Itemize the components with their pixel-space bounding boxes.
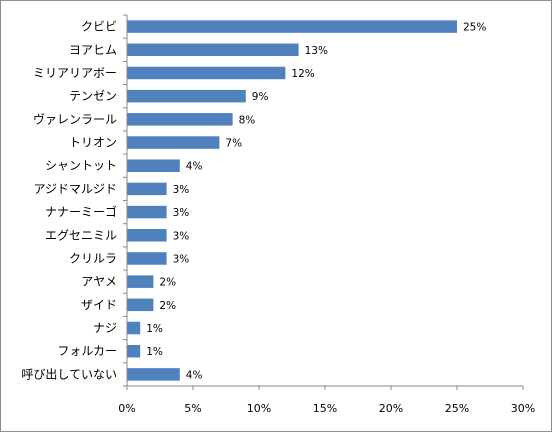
bar-1 xyxy=(127,43,299,57)
data-label-6: 4% xyxy=(186,161,203,173)
x-tick-label-6: 30% xyxy=(511,402,535,415)
x-tick-label-2: 10% xyxy=(247,402,271,415)
data-label-10: 3% xyxy=(173,253,190,265)
bar-0 xyxy=(127,20,457,33)
category-label-0: クビビ xyxy=(81,20,117,34)
bar-10 xyxy=(127,252,167,265)
category-label-7: アジドマルジド xyxy=(33,182,117,196)
bar-8 xyxy=(127,205,167,219)
bar-9 xyxy=(127,229,167,242)
bar-2 xyxy=(127,66,286,80)
bar-12 xyxy=(127,298,154,312)
category-label-2: ミリアリアボー xyxy=(33,66,117,80)
category-label-14: フォルカー xyxy=(57,344,117,358)
category-label-1: ヨアヒム xyxy=(69,43,117,57)
data-label-3: 9% xyxy=(252,91,269,103)
category-label-8: ナナーミーゴ xyxy=(45,204,117,219)
x-tick-label-4: 20% xyxy=(379,402,403,415)
category-label-10: クリルラ xyxy=(69,251,117,265)
data-label-7: 3% xyxy=(173,184,190,196)
bar-11 xyxy=(127,275,154,288)
bars-group xyxy=(127,20,457,381)
data-label-15: 4% xyxy=(186,369,203,381)
category-label-4: ヴァレンラール xyxy=(33,111,117,126)
axes xyxy=(123,14,524,390)
bar-7 xyxy=(127,182,167,196)
category-label-9: エグセニミル xyxy=(45,228,117,242)
bar-6 xyxy=(127,159,180,172)
category-label-5: トリオン xyxy=(69,136,117,150)
data-labels: 25% 13% 12% 9% 8% 7% 4% 3% 3% 3% 3% 2% 2% 1% 1% 4% xyxy=(146,22,486,382)
data-label-14: 1% xyxy=(146,346,163,358)
category-label-3: テンゼン xyxy=(69,89,117,103)
data-label-2: 12% xyxy=(291,68,314,80)
category-labels: クビビヨアヒムミリアリアボーテンゼンヴァレンラールトリオンシャントットアジドマル… xyxy=(21,20,117,382)
data-label-9: 3% xyxy=(173,230,190,242)
data-label-1: 13% xyxy=(305,45,328,57)
x-tick-label-1: 5% xyxy=(184,402,201,415)
data-label-5: 7% xyxy=(225,138,242,150)
bar-13 xyxy=(127,321,141,335)
bar-5 xyxy=(127,136,220,149)
data-label-11: 2% xyxy=(159,277,176,289)
category-label-13: ナジ xyxy=(93,321,117,335)
x-tick-label-0: 0% xyxy=(118,402,135,415)
data-label-0: 25% xyxy=(463,22,486,34)
bar-3 xyxy=(127,89,246,103)
data-label-12: 2% xyxy=(159,300,176,312)
bar-15 xyxy=(127,368,180,381)
x-tick-label-3: 15% xyxy=(313,402,337,415)
category-label-12: ザイド xyxy=(81,298,117,312)
category-label-6: シャントット xyxy=(45,159,117,173)
x-tick-labels: 0% 5% 10% 15% 20% 25% 30% xyxy=(118,402,535,415)
data-label-13: 1% xyxy=(146,323,163,335)
data-label-8: 3% xyxy=(173,207,190,219)
bar-14 xyxy=(127,344,141,358)
bar-4 xyxy=(127,113,233,126)
category-label-11: アヤメ xyxy=(81,275,117,289)
data-label-4: 8% xyxy=(239,114,256,126)
x-tick-label-5: 25% xyxy=(445,402,469,415)
category-label-15: 呼び出していない xyxy=(21,367,117,381)
